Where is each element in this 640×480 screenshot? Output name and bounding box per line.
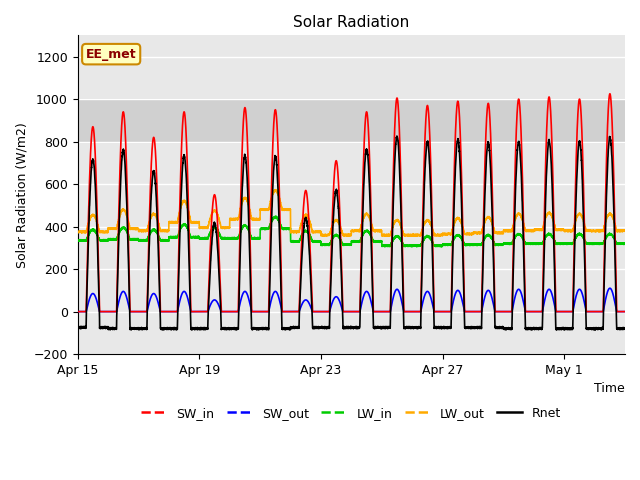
Text: EE_met: EE_met: [86, 48, 136, 60]
Bar: [77, 99, 625, 142]
Title: Solar Radiation: Solar Radiation: [293, 15, 410, 30]
Y-axis label: Solar Radiation (W/m2): Solar Radiation (W/m2): [15, 122, 28, 267]
Legend: SW_in, SW_out, LW_in, LW_out, Rnet: SW_in, SW_out, LW_in, LW_out, Rnet: [136, 402, 566, 425]
X-axis label: Time: Time: [595, 383, 625, 396]
